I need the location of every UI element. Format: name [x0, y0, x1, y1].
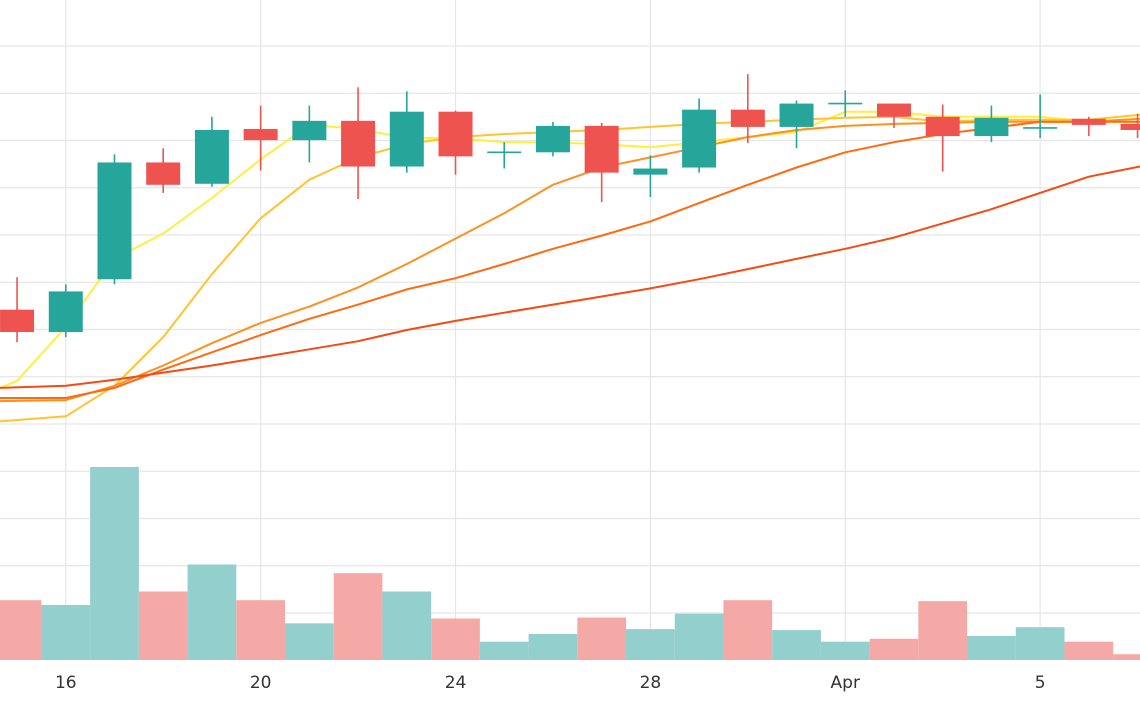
- candle: [730, 74, 765, 144]
- candle: [243, 105, 278, 171]
- x-tick-label: 24: [445, 673, 467, 693]
- moving-average-line: [0, 113, 1140, 423]
- volume-bars: [0, 467, 1140, 660]
- volume-bar: [967, 635, 1016, 660]
- candle: [633, 155, 668, 197]
- moving-average-line: [0, 165, 1140, 389]
- candle-body: [876, 103, 911, 117]
- candle: [0, 277, 35, 343]
- volume-bar: [333, 573, 383, 660]
- volume-bar: [1064, 641, 1114, 660]
- moving-average-lines: [0, 110, 1140, 423]
- volume-bar: [0, 600, 42, 660]
- candle: [925, 104, 960, 172]
- candles: [0, 74, 1140, 343]
- candle: [146, 148, 181, 193]
- candle: [1023, 94, 1058, 139]
- x-axis: 16 20 24 28 Apr 5: [55, 673, 1046, 693]
- volume-bar: [577, 617, 627, 660]
- candle-body: [730, 109, 765, 127]
- candle-body: [389, 111, 424, 167]
- candle: [828, 90, 863, 117]
- candle: [682, 98, 717, 173]
- candle-body: [194, 129, 229, 184]
- moving-average-line: [0, 110, 1140, 389]
- volume-bar: [285, 623, 334, 660]
- volume-bar: [626, 629, 675, 660]
- candle: [974, 105, 1009, 143]
- x-tick-label: 16: [55, 673, 77, 693]
- volume-bar: [187, 564, 237, 660]
- candle-body: [146, 162, 181, 185]
- candle: [1120, 113, 1140, 139]
- volume-bar: [918, 601, 968, 660]
- volume-bar: [772, 630, 821, 660]
- candle: [487, 142, 522, 169]
- candle: [1071, 116, 1106, 137]
- volume-bar: [1113, 654, 1140, 660]
- candle-body: [48, 291, 83, 333]
- volume-bar: [674, 613, 724, 660]
- volume-bar: [236, 600, 285, 660]
- moving-average-line: [0, 117, 1140, 403]
- candle-body: [779, 103, 814, 127]
- x-tick-label: 5: [1035, 673, 1046, 693]
- volume-bar: [820, 641, 870, 660]
- candle: [48, 284, 83, 338]
- candle-body: [1071, 118, 1106, 125]
- volume-bar: [382, 591, 432, 660]
- candle: [194, 116, 229, 187]
- candle: [97, 154, 132, 285]
- candle: [438, 110, 473, 175]
- candle-body: [974, 117, 1009, 137]
- volume-bar: [723, 600, 773, 660]
- volume-bar: [479, 641, 529, 660]
- volume-bar: [1015, 627, 1065, 660]
- grid: [0, 0, 1140, 660]
- candle: [584, 122, 619, 203]
- candle-body: [633, 168, 668, 175]
- volume-bar: [869, 638, 919, 660]
- candle-body: [0, 309, 35, 333]
- candle-body: [1120, 123, 1140, 130]
- candle-body: [682, 109, 717, 168]
- x-tick-label: 20: [250, 673, 272, 693]
- x-tick-label: Apr: [831, 673, 860, 693]
- candle: [292, 105, 327, 163]
- candle-body: [584, 125, 619, 173]
- x-tick-label: 28: [640, 673, 662, 693]
- volume-bar: [41, 604, 91, 660]
- candle-body: [243, 128, 278, 141]
- candle: [389, 91, 424, 173]
- candle-body: [292, 120, 327, 141]
- candle-body: [535, 125, 570, 153]
- candle: [779, 100, 814, 149]
- candle-body: [341, 120, 376, 167]
- volume-bar: [138, 591, 188, 660]
- volume-bar: [90, 467, 139, 660]
- candle-body: [925, 116, 960, 137]
- candle: [535, 121, 570, 157]
- candle-body: [97, 162, 132, 280]
- candle-body: [438, 111, 473, 157]
- volume-bar: [431, 618, 480, 660]
- candle: [876, 103, 911, 128]
- candle: [341, 87, 376, 200]
- volume-bar: [528, 633, 578, 660]
